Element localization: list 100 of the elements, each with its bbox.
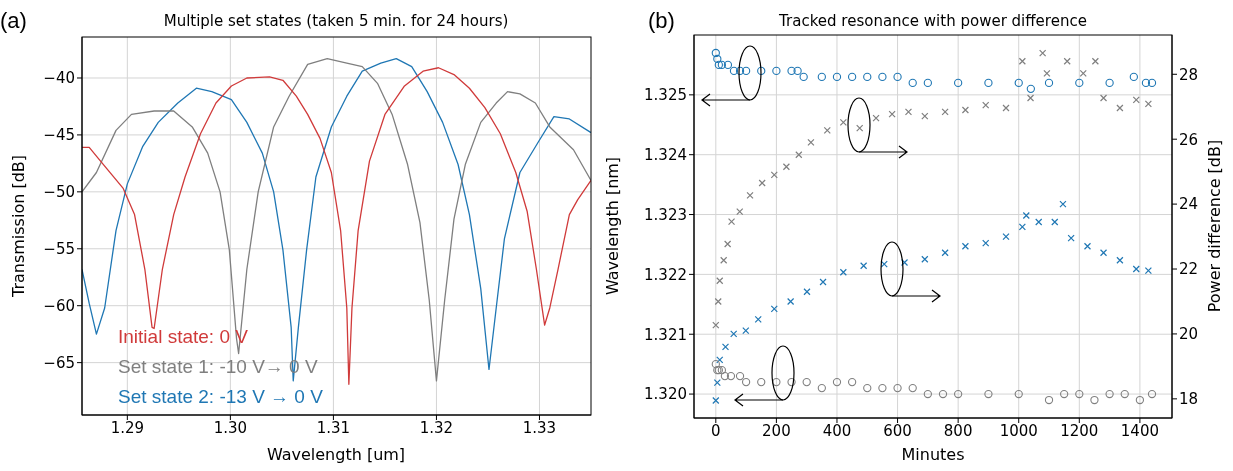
x-tick-label: 600 <box>883 421 912 440</box>
point <box>961 106 970 114</box>
point <box>793 66 802 76</box>
text: (b) <box>648 8 675 33</box>
y-axis-title: Transmission [dB] <box>9 154 28 299</box>
y2-tick-label: 24 <box>1179 195 1199 214</box>
point <box>1075 389 1084 399</box>
point <box>720 371 730 381</box>
point <box>860 262 868 270</box>
point <box>717 365 727 375</box>
point <box>758 179 766 187</box>
point <box>1090 395 1099 405</box>
point <box>863 383 872 393</box>
y-tick-label: −45 <box>43 126 75 145</box>
point <box>735 371 745 381</box>
series-label: Set state 2: -13 V → 0 V <box>118 385 323 409</box>
point <box>714 60 723 70</box>
point <box>714 297 722 306</box>
point <box>1132 265 1140 273</box>
point <box>721 343 730 351</box>
point <box>832 72 842 82</box>
point <box>1018 223 1026 231</box>
point <box>961 242 970 250</box>
chart-title: Tracked resonance with power difference <box>778 12 1087 30</box>
y2-tick-label: 22 <box>1179 260 1199 279</box>
point <box>908 78 917 88</box>
point <box>1075 78 1084 88</box>
point <box>938 389 948 399</box>
text: (a) <box>0 8 27 33</box>
point <box>1129 72 1138 82</box>
point <box>1043 69 1051 77</box>
x-axis-title: Minutes <box>901 445 965 464</box>
point <box>847 72 857 82</box>
point <box>787 297 795 306</box>
point <box>787 66 796 76</box>
x-tick-label: 1.33 <box>522 418 557 437</box>
point <box>817 383 826 393</box>
point <box>1105 389 1114 399</box>
point <box>1141 78 1151 88</box>
point <box>923 78 932 88</box>
point <box>717 60 727 70</box>
x-tick-label: 1000 <box>999 421 1038 440</box>
point <box>1116 256 1124 264</box>
point <box>982 239 990 247</box>
x-tick-label: 1.32 <box>419 418 454 437</box>
x-tick-label: 1.31 <box>316 418 351 437</box>
point <box>1120 389 1129 399</box>
point <box>941 249 949 257</box>
y-tick-label: 1.323 <box>644 205 687 224</box>
point <box>802 377 811 387</box>
point <box>1099 249 1108 257</box>
x-tick-label: 200 <box>762 421 791 440</box>
point <box>856 124 864 132</box>
point <box>787 377 796 387</box>
y2-tick-label: 26 <box>1179 130 1199 149</box>
point <box>1132 96 1140 104</box>
point <box>712 396 720 405</box>
point <box>807 138 815 147</box>
point <box>713 54 722 64</box>
point <box>726 371 736 381</box>
point <box>724 240 732 248</box>
point <box>1035 218 1043 226</box>
point <box>741 377 751 387</box>
point <box>803 288 811 296</box>
y-tick-label: 1.325 <box>644 86 687 105</box>
point <box>770 171 778 179</box>
point <box>1144 100 1152 108</box>
point <box>878 72 887 82</box>
point <box>736 207 744 216</box>
point <box>893 72 902 82</box>
x-tick-label: 800 <box>943 421 973 440</box>
point <box>878 383 887 393</box>
point <box>832 377 842 387</box>
point <box>741 66 751 76</box>
point <box>982 101 990 109</box>
x-tick-label: 1200 <box>1060 421 1099 440</box>
point <box>1002 232 1010 241</box>
point <box>1135 395 1145 405</box>
point <box>984 78 993 88</box>
y2-tick-label: 20 <box>1179 325 1199 344</box>
y2-tick-label: 18 <box>1179 390 1199 409</box>
point <box>817 72 826 82</box>
point <box>716 356 724 364</box>
point <box>880 260 888 268</box>
point <box>1044 395 1054 405</box>
y-tick-label: −40 <box>43 69 75 88</box>
point <box>711 359 720 369</box>
point <box>847 377 857 387</box>
chart-title: Multiple set states (taken 5 min. for 24 hours) <box>163 12 509 30</box>
point <box>1063 57 1071 65</box>
point <box>770 305 778 313</box>
point <box>1105 78 1114 88</box>
point <box>757 66 766 76</box>
point <box>1083 242 1092 250</box>
point <box>746 191 754 199</box>
point <box>782 163 790 171</box>
y2-axis-title: Power difference [dB] <box>1205 139 1224 313</box>
point <box>772 377 781 387</box>
y-tick-label: −55 <box>43 240 75 259</box>
x-tick-label: 0 <box>711 421 721 440</box>
